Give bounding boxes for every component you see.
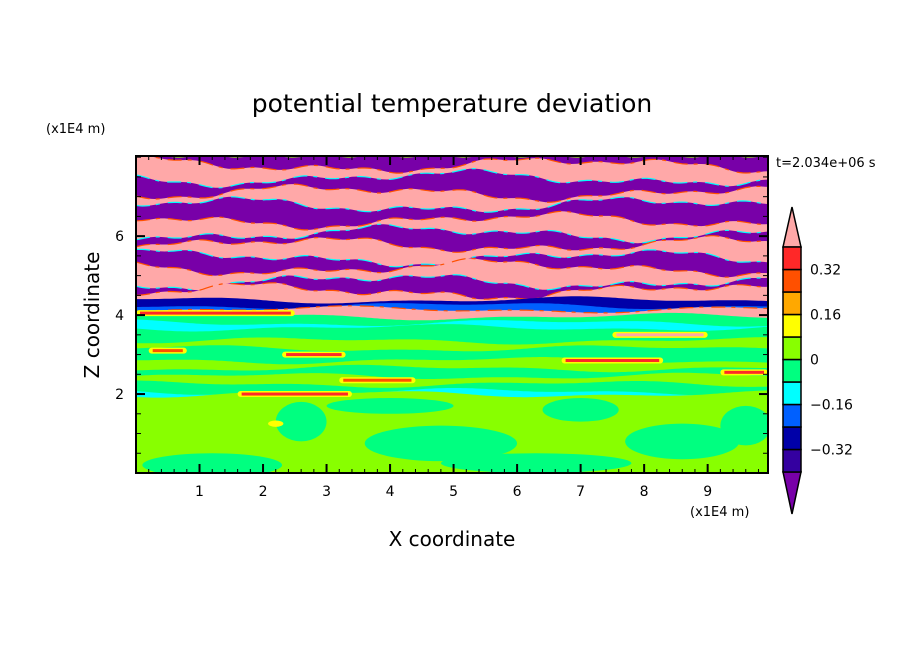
colorbar-swatch xyxy=(782,336,802,361)
colorbar-extend-min xyxy=(782,471,802,515)
x-tick-label: 1 xyxy=(195,484,204,500)
contour-streak xyxy=(140,311,291,315)
contour-streak xyxy=(724,370,764,374)
contour-streak xyxy=(241,392,348,396)
colorbar-swatch xyxy=(782,268,802,293)
contour-edge xyxy=(136,183,768,203)
colorbar-swatch xyxy=(782,313,802,338)
x-tick-label: 9 xyxy=(703,484,712,500)
x-tick-label: 3 xyxy=(322,484,331,500)
x-tick-label: 2 xyxy=(259,484,268,500)
contour-edge xyxy=(136,223,768,244)
contour-blob xyxy=(268,420,284,427)
contour-blob xyxy=(542,397,619,422)
contour-edge xyxy=(136,257,768,278)
x-tick-label: 8 xyxy=(640,484,649,500)
contour-edge xyxy=(136,210,768,231)
y-tick-label: 6 xyxy=(115,229,124,245)
colorbar-swatch xyxy=(782,448,802,473)
colorbar-swatch xyxy=(782,291,802,316)
contour-edge xyxy=(136,305,768,314)
y-tick-label: 4 xyxy=(115,308,124,324)
contour-edge xyxy=(136,274,768,291)
contour-blob xyxy=(275,401,327,442)
colorbar-label: −0.32 xyxy=(810,443,853,459)
colorbar-swatch xyxy=(782,403,802,428)
contour-edge xyxy=(136,248,768,268)
colorbar-swatch xyxy=(782,426,802,451)
contour-streak xyxy=(565,358,660,362)
x-tick-label: 5 xyxy=(449,484,458,500)
colorbar: 0.32 0.16 0 −0.16 −0.32 xyxy=(782,206,853,515)
contour-edge xyxy=(136,167,768,189)
contour-streak xyxy=(616,333,704,337)
colorbar-swatch xyxy=(782,381,802,406)
colorbar-swatch xyxy=(782,358,802,383)
contour-streak xyxy=(343,378,412,382)
x-tick-label: 6 xyxy=(513,484,522,500)
x-axis-label: X coordinate xyxy=(389,527,516,551)
colorbar-label: −0.16 xyxy=(810,398,853,414)
x-tick-label: 7 xyxy=(576,484,585,500)
contour-blob xyxy=(720,405,768,446)
z-unit-label: (x1E4 m) xyxy=(46,122,105,137)
contour-edge xyxy=(136,156,768,174)
x-unit-label: (x1E4 m) xyxy=(690,505,749,520)
contour-blob xyxy=(142,453,283,473)
colorbar-label: 0 xyxy=(810,353,819,369)
contour-blob xyxy=(326,397,454,414)
colorbar-label: 0.32 xyxy=(810,263,841,279)
colorbar-label: 0.16 xyxy=(810,308,841,324)
contour-field xyxy=(136,156,768,473)
chart-title: potential temperature deviation xyxy=(252,89,652,118)
x-tick-label: 4 xyxy=(386,484,395,500)
contour-blob xyxy=(625,423,740,460)
y-axis-label: Z coordinate xyxy=(80,252,104,379)
contour-blob xyxy=(440,453,632,473)
contour-edge xyxy=(136,282,768,300)
colorbar-extend-max xyxy=(782,206,802,248)
axis-ticks: 1 2 3 4 5 6 7 8 9 2 4 6 xyxy=(115,156,768,500)
contour-edge xyxy=(136,235,768,253)
contour-streak xyxy=(286,353,342,357)
contour-streak xyxy=(152,349,183,353)
y-tick-label: 2 xyxy=(115,387,124,403)
time-label: t=2.034e+06 s xyxy=(776,156,876,171)
colorbar-swatch xyxy=(782,246,802,271)
contour-edge xyxy=(136,196,768,213)
contour-blob xyxy=(364,425,518,462)
